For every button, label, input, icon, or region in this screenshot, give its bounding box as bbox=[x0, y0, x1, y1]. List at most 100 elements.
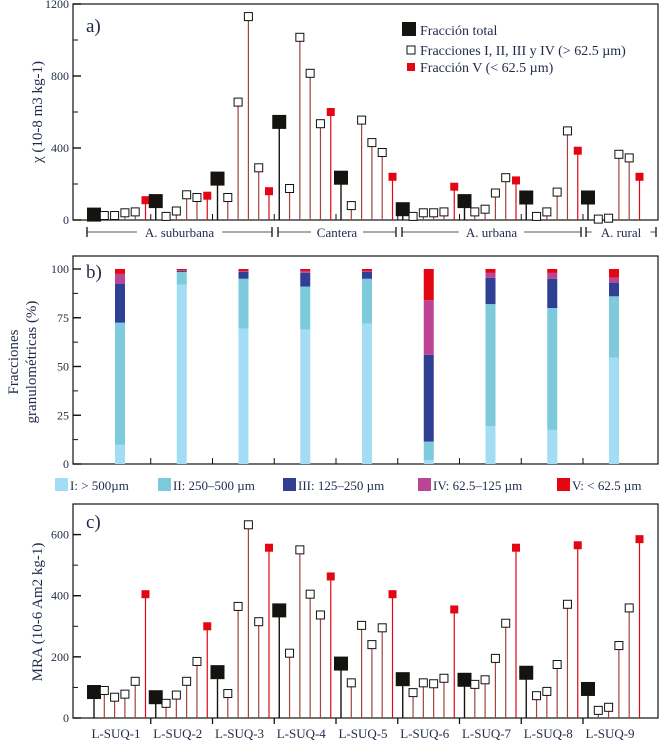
total-fraction-marker bbox=[457, 194, 472, 209]
legend-swatch-III bbox=[283, 478, 296, 491]
x-tick-label: L-SUQ-7 bbox=[462, 726, 512, 741]
fraction-v-marker bbox=[141, 196, 150, 205]
bar-segment-III bbox=[423, 354, 434, 442]
fraction-marker bbox=[614, 641, 624, 651]
bar-segment-III bbox=[485, 277, 496, 305]
group-label-bg bbox=[136, 224, 223, 240]
fraction-marker bbox=[624, 153, 634, 163]
fraction-marker bbox=[254, 163, 264, 173]
fraction-marker bbox=[562, 126, 572, 136]
fraction-v-marker bbox=[326, 108, 335, 116]
fraction-v-marker bbox=[265, 187, 273, 196]
legend-label-I: I: > 500µm bbox=[70, 478, 129, 493]
fraction-marker bbox=[490, 653, 500, 663]
fraction-marker bbox=[223, 689, 233, 699]
fraction-marker bbox=[357, 620, 367, 630]
bar-segment-V bbox=[176, 269, 187, 271]
fraction-v-marker bbox=[573, 146, 582, 155]
legend-swatch-V bbox=[557, 478, 570, 491]
y-tick-label: 1200 bbox=[45, 0, 69, 11]
fraction-marker bbox=[532, 211, 542, 221]
group-label: A. urbana bbox=[466, 225, 517, 240]
fraction-marker bbox=[233, 97, 243, 107]
legend-a-fraction-v: Fracción V (< 62.5 µm) bbox=[420, 61, 554, 76]
fraction-marker bbox=[480, 204, 490, 214]
fraction-marker bbox=[295, 32, 305, 42]
total-fraction-marker bbox=[272, 114, 287, 129]
bar-segment-II bbox=[609, 296, 619, 358]
fraction-marker bbox=[552, 660, 562, 669]
group-label-bg bbox=[458, 224, 525, 240]
panel-a-ylabel: χ (10-8 m3 kg-1) bbox=[30, 61, 46, 164]
fraction-marker bbox=[223, 193, 233, 202]
bar-segment-II bbox=[176, 271, 187, 285]
group-label-bg bbox=[591, 224, 651, 240]
bar-segment-V bbox=[485, 269, 496, 273]
panel-b-ylabel-line1: Fracciones bbox=[6, 329, 22, 394]
plot-frame bbox=[72, 3, 659, 221]
fraction-marker bbox=[624, 603, 634, 613]
y-tick-label: 400 bbox=[51, 589, 69, 603]
bar-segment-II bbox=[362, 278, 372, 324]
legend-swatch-I bbox=[55, 478, 68, 491]
group-label: Cantera bbox=[317, 225, 358, 240]
bar-segment-III bbox=[547, 278, 558, 308]
panel-a-susceptibility: 0 400 800 1200 bbox=[45, 0, 659, 227]
fraction-marker bbox=[367, 640, 377, 650]
bar-segment-I bbox=[609, 357, 619, 464]
fraction-marker bbox=[110, 211, 120, 220]
fraction-marker bbox=[470, 679, 480, 689]
bar-segment-IV bbox=[485, 272, 496, 278]
bar-segment-I bbox=[485, 425, 496, 464]
fraction-v-marker bbox=[203, 622, 212, 631]
fraction-marker bbox=[99, 685, 109, 695]
total-fraction-marker bbox=[148, 690, 163, 705]
bar-segment-V bbox=[362, 269, 372, 271]
total-fraction-marker bbox=[395, 672, 410, 687]
bar-segment-IV bbox=[300, 270, 311, 273]
legend-total-swatch bbox=[402, 22, 416, 36]
fraction-v-marker bbox=[512, 176, 520, 185]
fraction-marker bbox=[439, 207, 449, 217]
total-fraction-marker bbox=[87, 685, 101, 700]
fraction-marker bbox=[243, 520, 253, 530]
fraction-marker bbox=[161, 698, 171, 708]
bar-segment-IV bbox=[362, 270, 372, 272]
fraction-marker bbox=[305, 68, 315, 78]
legend-a-fractions: Fracciones I, II, III y IV (> 62.5 µm) bbox=[420, 44, 626, 59]
fraction-marker bbox=[480, 675, 490, 685]
bar-segment-IV bbox=[547, 272, 558, 279]
fraction-marker bbox=[110, 692, 120, 702]
bar-segment-V bbox=[609, 269, 619, 278]
x-tick-label: L-SUQ-8 bbox=[524, 726, 573, 741]
total-fraction-marker bbox=[519, 190, 534, 205]
legend-label-III: III: 125–250 µm bbox=[298, 478, 384, 493]
panel-b-label: b) bbox=[86, 262, 102, 283]
group-labels-a: A. suburbana Cantera A. urbana A. rural bbox=[86, 224, 657, 240]
legend-swatch-IV bbox=[418, 478, 431, 491]
bar-segment-V bbox=[300, 269, 311, 271]
fraction-marker bbox=[377, 148, 387, 157]
legend-fractions-swatch bbox=[406, 45, 416, 55]
bar-segment-I bbox=[238, 328, 249, 464]
fraction-v-marker bbox=[450, 605, 459, 614]
fraction-v-marker bbox=[450, 182, 459, 191]
fraction-marker bbox=[470, 207, 480, 217]
fraction-marker bbox=[367, 138, 377, 148]
fraction-marker bbox=[501, 173, 511, 183]
fraction-marker bbox=[120, 208, 130, 218]
x-tick-label: L-SUQ-9 bbox=[585, 726, 634, 741]
fraction-v-marker bbox=[512, 543, 520, 552]
fraction-v-marker bbox=[265, 543, 273, 552]
fraction-marker bbox=[192, 656, 202, 666]
x-tick-label: L-SUQ-1 bbox=[91, 726, 140, 741]
group-label: A. rural bbox=[601, 225, 642, 240]
fraction-marker bbox=[346, 201, 356, 211]
fraction-v-marker bbox=[635, 535, 644, 544]
bar-segment-IV bbox=[115, 273, 125, 284]
bar-segment-I bbox=[362, 323, 372, 464]
fraction-marker bbox=[604, 213, 614, 223]
fraction-marker bbox=[285, 648, 295, 658]
group-label: A. suburbana bbox=[145, 225, 215, 240]
